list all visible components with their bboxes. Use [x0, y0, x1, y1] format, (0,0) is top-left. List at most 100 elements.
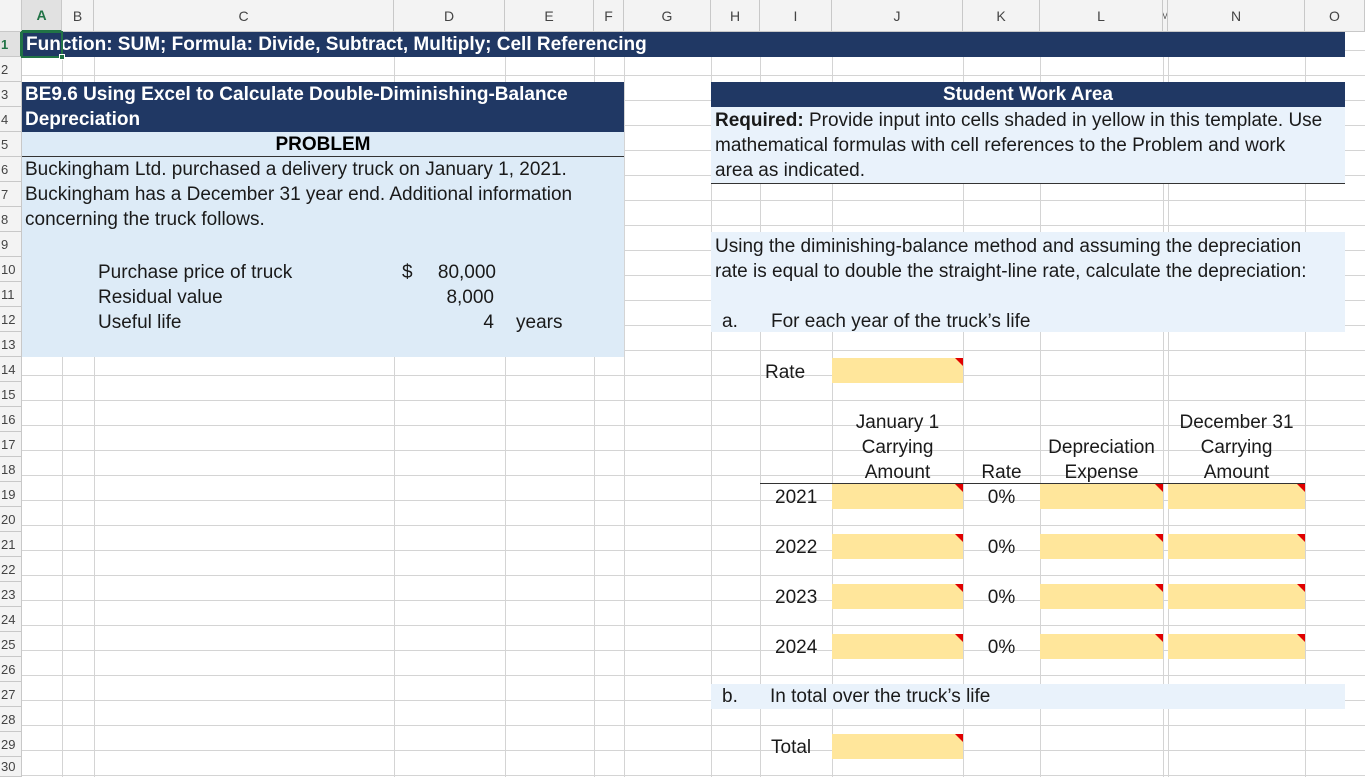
jan1-amount-2022[interactable]: [832, 534, 963, 559]
part-b-row: b. In total over the truck’s life: [711, 684, 1345, 709]
dep-expense-2023[interactable]: [1040, 584, 1163, 609]
dep-header-line2: Expense: [1064, 462, 1139, 483]
row-header-29[interactable]: 29: [0, 732, 22, 757]
row-header-21[interactable]: 21: [0, 532, 22, 557]
problem-body: Buckingham Ltd. purchased a delivery tru…: [22, 157, 624, 357]
row-header-6[interactable]: 6: [0, 157, 22, 182]
column-header-m[interactable]: M: [1163, 0, 1168, 32]
table-header-divider: [760, 483, 1305, 484]
jan1-amount-2023[interactable]: [832, 584, 963, 609]
rate-label: Rate: [765, 362, 806, 383]
dec31-header-line3: Amount: [1203, 462, 1270, 483]
row-header-5[interactable]: 5: [0, 132, 22, 157]
column-header-i[interactable]: I: [760, 0, 832, 32]
problem-heading-line2: Depreciation: [25, 109, 141, 130]
select-all-corner[interactable]: [0, 0, 22, 32]
rate-header: Rate: [981, 462, 1022, 483]
row-header-16[interactable]: 16: [0, 407, 22, 432]
column-header-a[interactable]: A: [22, 0, 62, 32]
dec31-header-line1: December 31: [1179, 412, 1294, 433]
row-header-18[interactable]: 18: [0, 457, 22, 482]
jan1-header-line3: Amount: [864, 462, 931, 483]
row-header-4[interactable]: 4: [0, 107, 22, 132]
residual-value-value[interactable]: 8,000: [446, 287, 494, 308]
column-header-k[interactable]: K: [963, 0, 1040, 32]
year-2021-label: 2021: [775, 487, 818, 508]
required-line2: mathematical formulas with cell referenc…: [715, 135, 1286, 156]
rate-2023[interactable]: 0%: [987, 587, 1016, 608]
dec31-amount-2022[interactable]: [1168, 534, 1305, 559]
jan1-amount-2024[interactable]: [832, 634, 963, 659]
work-area-heading: Student Work Area: [711, 82, 1345, 107]
row-header-27[interactable]: 27: [0, 682, 22, 707]
row-header-10[interactable]: 10: [0, 257, 22, 282]
column-header-l[interactable]: L: [1040, 0, 1163, 32]
column-header-c[interactable]: C: [94, 0, 394, 32]
row-header-26[interactable]: 26: [0, 657, 22, 682]
column-header-j[interactable]: J: [832, 0, 963, 32]
column-header-o[interactable]: O: [1305, 0, 1365, 32]
purchase-price-value[interactable]: 80,000: [437, 262, 496, 283]
row-header-22[interactable]: 22: [0, 557, 22, 582]
rate-2022[interactable]: 0%: [987, 537, 1016, 558]
dep-expense-2022[interactable]: [1040, 534, 1163, 559]
part-a-letter: a.: [722, 311, 738, 332]
column-header-g[interactable]: G: [624, 0, 711, 32]
row-header-25[interactable]: 25: [0, 632, 22, 657]
row-header-23[interactable]: 23: [0, 582, 22, 607]
jan1-header-line1: January 1: [855, 412, 940, 433]
required-box: Required: Provide input into cells shade…: [711, 107, 1345, 184]
row-header-7[interactable]: 7: [0, 182, 22, 207]
jan1-amount-2021[interactable]: [832, 484, 963, 509]
instruction-box: Using the diminishing-balance method and…: [711, 232, 1345, 332]
useful-life-label: Useful life: [98, 312, 182, 333]
dec31-amount-2021[interactable]: [1168, 484, 1305, 509]
part-b-text: In total over the truck’s life: [770, 686, 991, 707]
column-header-e[interactable]: E: [505, 0, 594, 32]
row-header-28[interactable]: 28: [0, 707, 22, 732]
useful-life-unit: years: [516, 312, 563, 333]
row-header-11[interactable]: 11: [0, 282, 22, 307]
problem-text-line3: concerning the truck follows.: [25, 209, 265, 230]
row-header-20[interactable]: 20: [0, 507, 22, 532]
dep-expense-2021[interactable]: [1040, 484, 1163, 509]
column-header-n[interactable]: N: [1168, 0, 1305, 32]
dep-expense-2024[interactable]: [1040, 634, 1163, 659]
row-header-13[interactable]: 13: [0, 332, 22, 357]
dec31-amount-2024[interactable]: [1168, 634, 1305, 659]
dec31-amount-2023[interactable]: [1168, 584, 1305, 609]
column-header-b[interactable]: B: [62, 0, 94, 32]
row-header-24[interactable]: 24: [0, 607, 22, 632]
row-header-30[interactable]: 30: [0, 757, 22, 777]
total-label: Total: [771, 737, 812, 758]
purchase-price-label: Purchase price of truck: [98, 262, 293, 283]
row-header-3[interactable]: 3: [0, 82, 22, 107]
useful-life-value[interactable]: 4: [483, 312, 494, 333]
problem-text-line1: Buckingham Ltd. purchased a delivery tru…: [25, 159, 567, 180]
row-header-17[interactable]: 17: [0, 432, 22, 457]
row-header-15[interactable]: 15: [0, 382, 22, 407]
row-header-8[interactable]: 8: [0, 207, 22, 232]
column-header-h[interactable]: H: [711, 0, 760, 32]
year-2023-label: 2023: [775, 587, 818, 608]
part-b-letter: b.: [722, 686, 738, 707]
required-line1-text: Provide input into cells shaded in yello…: [803, 110, 1323, 131]
row-header-14[interactable]: 14: [0, 357, 22, 382]
row-header-1[interactable]: 1: [0, 32, 22, 57]
total-depreciation-cell[interactable]: [832, 734, 963, 759]
column-header-f[interactable]: F: [594, 0, 624, 32]
row-header-12[interactable]: 12: [0, 307, 22, 332]
fill-handle[interactable]: [59, 54, 65, 60]
row-header-2[interactable]: 2: [0, 57, 22, 82]
year-2022-label: 2022: [775, 537, 818, 558]
row-header-9[interactable]: 9: [0, 232, 22, 257]
row-header-19[interactable]: 19: [0, 482, 22, 507]
active-cell-a1[interactable]: [21, 31, 63, 58]
year-2024-label: 2024: [775, 637, 818, 658]
problem-heading: BE9.6 Using Excel to Calculate Double-Di…: [22, 82, 624, 132]
rate-input-cell[interactable]: [832, 358, 963, 383]
column-header-d[interactable]: D: [394, 0, 505, 32]
required-line1: Required: Provide input into cells shade…: [715, 108, 1322, 133]
rate-2024[interactable]: 0%: [987, 637, 1016, 658]
rate-2021[interactable]: 0%: [987, 487, 1016, 508]
